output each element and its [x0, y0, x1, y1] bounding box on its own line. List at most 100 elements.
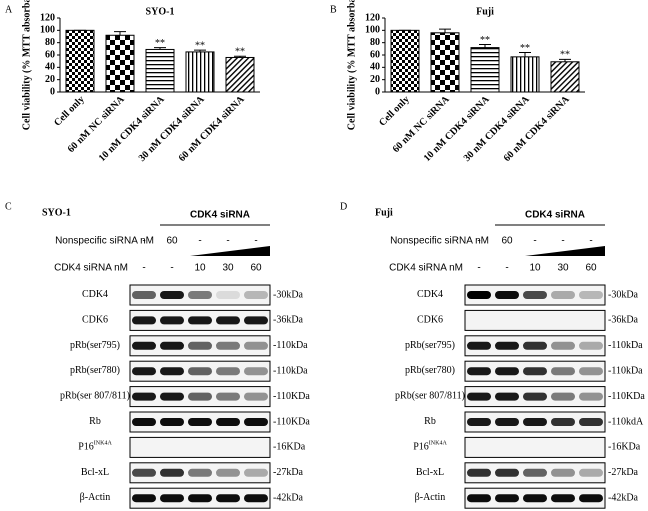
band: [244, 494, 268, 503]
error-bar: [234, 55, 246, 58]
band: [579, 443, 603, 451]
row-label: pRb(ser 807/811): [60, 391, 130, 402]
band: [216, 443, 240, 451]
band: [188, 316, 212, 325]
row-label-text: CDK4: [417, 289, 443, 300]
band: [467, 494, 491, 503]
row-label: CDK4: [82, 289, 108, 300]
x-tick-label: 10 nM CDK4 siRNA: [422, 93, 493, 164]
band: [244, 392, 268, 401]
band: [551, 392, 575, 401]
band: [551, 316, 575, 324]
band: [188, 468, 212, 477]
row-label-text: P16: [413, 442, 429, 453]
band: [523, 392, 547, 401]
size-label: -110kDa: [608, 340, 643, 351]
band: [551, 341, 575, 350]
row-label-text: Rb: [89, 416, 101, 427]
condition-value: -: [142, 263, 145, 274]
band: [495, 341, 519, 350]
significance: **: [520, 43, 530, 54]
size-label: -110KDa: [273, 416, 310, 427]
band: [467, 367, 491, 376]
band: [523, 418, 547, 426]
row-label-text: Rb: [424, 416, 436, 427]
size-label: -110kDa: [608, 365, 643, 376]
x-tick-label: 10 nM CDK4 siRNA: [97, 93, 168, 164]
size-label: -16KDa: [608, 442, 641, 453]
condition-value: -: [226, 236, 229, 247]
band: [495, 494, 519, 503]
condition-value: -: [589, 236, 592, 247]
band: [132, 392, 156, 401]
row-label-text: P16: [78, 442, 94, 453]
bar: [550, 61, 580, 93]
row-label-text: Bcl-xL: [81, 467, 109, 478]
band: [579, 367, 603, 376]
row-label: pRb(ser795): [70, 340, 120, 351]
bar: [390, 29, 420, 93]
row-label-sup: INK4A: [429, 441, 448, 447]
band: [188, 494, 212, 503]
band: [244, 291, 268, 299]
band: [551, 291, 575, 299]
row-label: Rb: [424, 416, 436, 427]
band: [188, 291, 212, 299]
band: [188, 443, 212, 451]
band: [160, 341, 184, 350]
row-label-text: CDK4: [82, 289, 108, 300]
condition-value: -: [477, 236, 480, 247]
band: [160, 468, 184, 477]
band: [244, 367, 268, 376]
band: [551, 468, 575, 477]
band: [523, 291, 547, 299]
band: [495, 468, 519, 477]
band: [579, 316, 603, 324]
band: [216, 291, 240, 299]
blot-title: SYO-1: [42, 207, 71, 218]
bar: [145, 48, 175, 93]
row-label: pRb(ser 807/811): [395, 391, 465, 402]
y-tick-label: 20: [370, 74, 380, 85]
bar: [185, 51, 215, 93]
band: [523, 341, 547, 350]
x-tick-label: 30 nM CDK4 siRNA: [137, 93, 208, 164]
error-bar: [479, 44, 491, 48]
size-label: -42kDa: [608, 492, 639, 503]
row-label: P16INK4A: [78, 441, 112, 453]
row-label-text: pRb(ser795): [405, 340, 455, 351]
band: [132, 418, 156, 426]
significance: **: [235, 47, 245, 58]
row-label-text: β-Actin: [415, 492, 446, 503]
band: [160, 494, 184, 503]
row-label-text: CDK6: [417, 315, 443, 326]
y-tick-label: 120: [40, 12, 55, 23]
band: [244, 316, 268, 325]
band: [188, 392, 212, 401]
condition-value: -: [533, 236, 536, 247]
band: [160, 392, 184, 401]
band: [523, 367, 547, 376]
band: [244, 443, 268, 451]
condition-value: 10: [529, 263, 541, 274]
band: [467, 418, 491, 426]
x-tick-label: Cell only: [377, 94, 412, 129]
condition-value: -: [198, 236, 201, 247]
blot-frame: [464, 309, 606, 331]
gradient-wedge: [525, 246, 605, 256]
chart-title: SYO-1: [146, 6, 175, 17]
significance: **: [195, 40, 205, 51]
band: [132, 316, 156, 325]
band: [495, 316, 519, 324]
size-label: -30kDa: [608, 289, 639, 300]
band: [579, 291, 603, 299]
band: [579, 418, 603, 426]
significance: **: [480, 35, 490, 46]
band: [551, 443, 575, 451]
error-bar: [114, 31, 126, 36]
condition-value: 60: [166, 236, 178, 247]
row-label: CDK4: [417, 289, 443, 300]
band: [467, 291, 491, 299]
row-label: CDK6: [82, 315, 108, 326]
row-label-text: β-Actin: [80, 492, 111, 503]
